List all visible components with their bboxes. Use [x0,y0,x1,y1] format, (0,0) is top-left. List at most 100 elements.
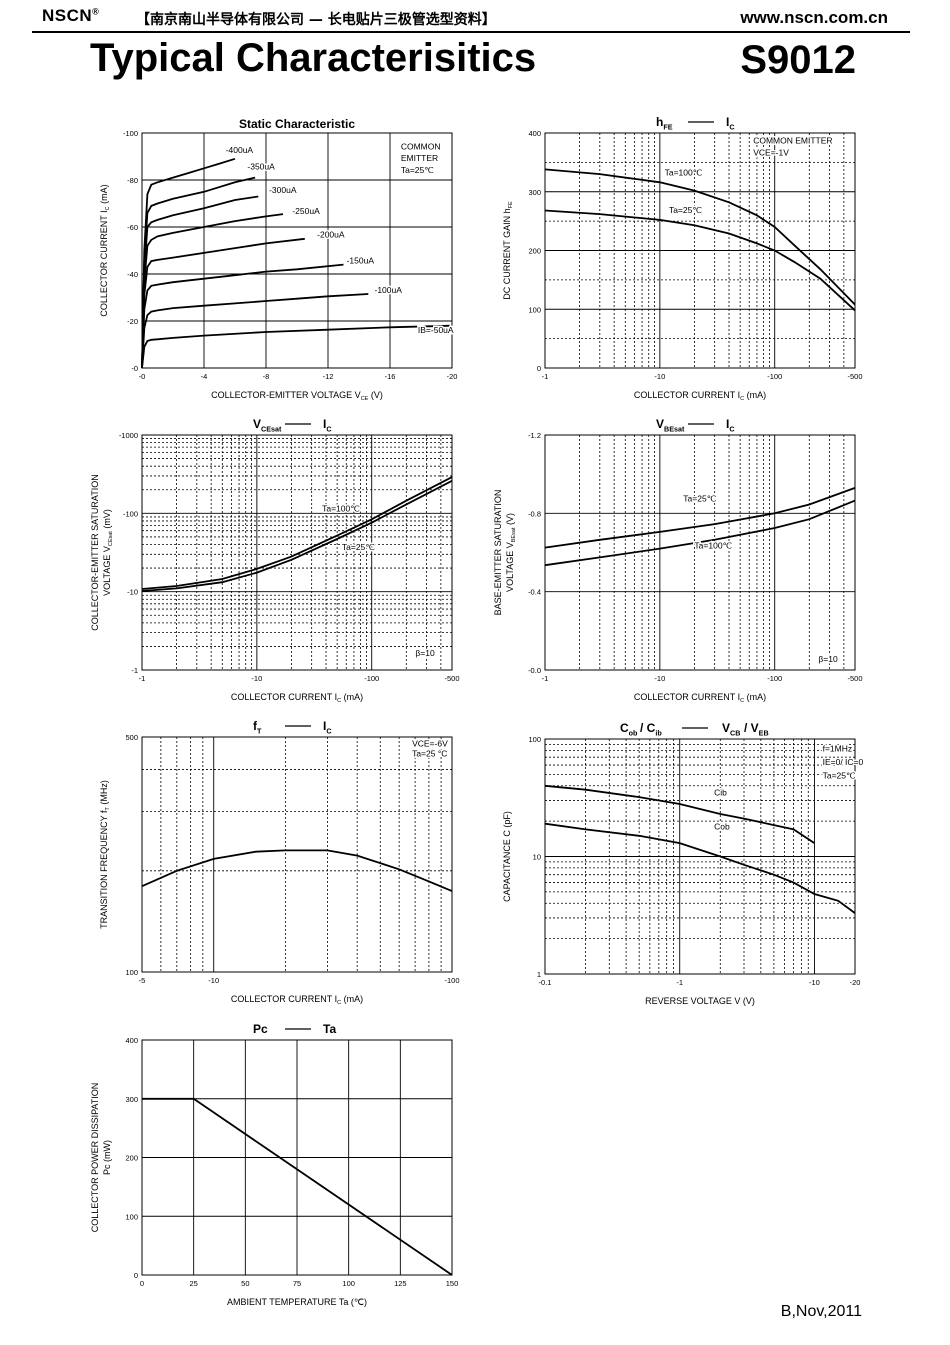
annotation-label: Ta=25℃ [683,494,716,504]
y-axis-label-line1: COLLECTOR CURRENT IC (mA) [99,184,111,316]
y-axis-label: BASE-EMITTER SATURATION VOLTAGE VBEsat (V… [493,490,517,616]
x-tick-label: -1 [139,674,146,683]
x-tick-label: -0.1 [539,978,552,987]
x-tick-label: -500 [847,372,862,381]
header-url[interactable]: www.nscn.com.cn [740,8,888,27]
x-tick-label: 75 [293,1279,301,1288]
annotation-label: -100uA [375,285,403,295]
x-tick-label: -10 [208,976,219,985]
y-axis-label-line1: BASE-EMITTER SATURATION [493,490,503,616]
annotation-label: -250uA [292,206,320,216]
series-line-cob [544,822,856,914]
y-tick-label: -1 [131,666,138,675]
title-right: IC [323,417,332,434]
annotation-label: Ta=25℃ [342,542,375,552]
title-left: fT [253,719,262,736]
y-tick-label: -1000 [119,431,138,440]
y-tick-label: 100 [125,1212,138,1221]
chart-title: Cob / Cib VCB / VEB [620,721,769,738]
y-axis-label-line2: VOLTAGE VCEsat (mV) [102,509,114,596]
x-tick-label: -12 [323,372,334,381]
series-line-250ua [141,213,284,369]
plot-frame [544,738,856,975]
y-axis-label-line1: COLLECTOR-EMITTER SATURATION [90,474,100,631]
x-axis-label: COLLECTOR CURRENT IC (mA) [231,692,363,704]
chart-title: fT IC [253,719,332,736]
x-tick-label: -10 [251,674,262,683]
y-axis-label: COLLECTOR CURRENT IC (mA) [99,184,111,316]
x-axis-label: COLLECTOR CURRENT IC (mA) [634,390,766,402]
x-axis-label: AMBIENT TEMPERATURE Ta (℃) [227,1297,367,1307]
x-tick-label: 25 [189,1279,197,1288]
y-tick-label: 0 [134,1271,138,1280]
annotation-label: Ta=100℃ [665,167,703,177]
x-tick-label: 0 [140,1279,144,1288]
chart-title: VBEsat IC [656,417,735,434]
title-mid: / Cib [640,721,662,738]
y-tick-label: 100 [528,305,541,314]
x-tick-label: 100 [342,1279,355,1288]
y-axis-label-line1: CAPACITANCE C (pF) [502,811,512,902]
title-left: VCEsat [253,417,282,434]
series-line-300ua [141,195,259,369]
x-tick-label: 125 [394,1279,407,1288]
chart-title: hFE IC [656,115,735,132]
x-tick-label: -10 [654,674,665,683]
x-tick-label: -20 [850,978,861,987]
x-tick-label: -100 [444,976,459,985]
y-tick-label: -0.0 [528,666,541,675]
y-tick-label: -0.4 [528,588,541,597]
chart-pc: 0 25 50 75 100 125 150 0 100 200 300 400 Pc Ta AMBIENT… [90,1022,458,1307]
annotation-label: -350uA [247,161,275,171]
y-tick-label: 200 [528,247,541,256]
x-tick-label: -8 [263,372,270,381]
x-tick-label: -10 [809,978,820,987]
annotation-label: -150uA [347,255,375,265]
x-tick-label: -500 [847,674,862,683]
y-axis-label: DC CURRENT GAIN hFE [502,201,514,300]
part-number: S9012 [740,38,856,82]
annotation-label: Ta=100℃ [694,541,732,551]
header-subtitle: 【南京南山半导体有限公司 — 长电贴片三极管选型资料】 [136,12,496,28]
x-tick-label: -1 [542,674,549,683]
y-tick-label: 400 [125,1036,138,1045]
y-axis-label-line1: COLLECTOR POWER DISSIPATION [90,1083,100,1233]
y-tick-label: -0.8 [528,509,541,518]
y-axis-label-line2: Pc (mW) [102,1140,112,1175]
plot-frame [141,434,453,671]
x-axis-label: COLLECTOR-EMITTER VOLTAGE VCE (V) [211,390,383,402]
y-tick-label: -1.2 [528,431,541,440]
registered-mark: ® [92,6,100,17]
x-tick-label: -1 [676,978,683,987]
chart-vbesat: -1 -10 -100 -500 -0.0 -0.4 -0.8 -1.2 VBEsat IC COL… [493,417,863,704]
chart-hfe: -1 -10 -100 -500 0 100 200 300 400 hFE IC COLLECTOR… [502,115,863,402]
x-tick-label: -100 [767,674,782,683]
y-tick-label: 300 [528,188,541,197]
annotation-label: Cob [714,821,730,831]
series-line-ta25 [544,487,856,549]
y-tick-label: 100 [528,735,541,744]
page-title: Typical Characterisitics [90,36,537,80]
x-tick-label: -0 [139,372,146,381]
title-right: IC [726,115,735,132]
y-tick-label: 500 [125,733,138,742]
y-tick-label: 10 [533,853,541,862]
header-rule [32,31,910,33]
y-axis-label: COLLECTOR-EMITTER SATURATION VOLTAGE VCEs… [90,474,114,631]
title-right: IC [323,719,332,736]
chart-title: VCEsat IC [253,417,332,434]
plot-frame [141,1039,453,1276]
x-tick-label: 150 [446,1279,459,1288]
annotation-label: IB=-50uA [418,325,454,335]
series-line-ta100 [544,168,856,306]
x-tick-label: -100 [364,674,379,683]
revision-date: B,Nov,2011 [780,1303,862,1320]
series-line-200ua [141,237,305,369]
title-left: VBEsat [656,417,685,434]
plot-frame [544,132,856,369]
x-tick-label: -20 [447,372,458,381]
plot-frame [141,132,453,369]
y-axis-label-line2: VOLTAGE VBEsat (V) [505,513,517,592]
x-tick-label: -4 [201,372,208,381]
